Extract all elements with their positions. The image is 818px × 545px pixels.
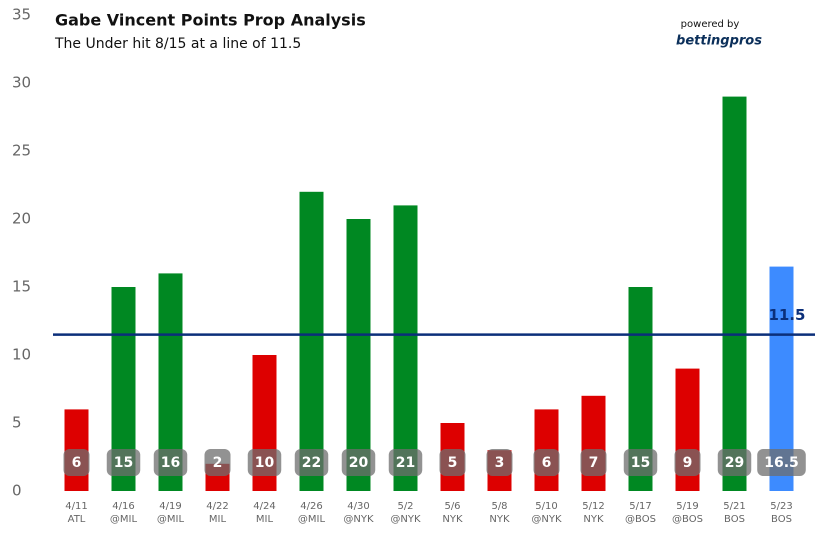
value-label: 6 bbox=[72, 455, 82, 471]
bar bbox=[393, 205, 418, 491]
bar bbox=[722, 96, 747, 491]
bar bbox=[581, 395, 606, 491]
y-tick-label: 10 bbox=[12, 346, 31, 364]
value-label-box bbox=[341, 449, 376, 476]
value-label: 5 bbox=[448, 455, 458, 471]
value-label-box bbox=[580, 449, 607, 476]
y-tick-label: 25 bbox=[12, 142, 31, 160]
x-tick-label: 5/10 bbox=[535, 501, 557, 512]
value-label-box bbox=[486, 449, 513, 476]
x-tick-sublabel: @BOS bbox=[672, 514, 703, 525]
y-tick-label: 35 bbox=[12, 6, 31, 24]
value-label: 3 bbox=[495, 455, 505, 471]
value-label: 2 bbox=[213, 455, 223, 471]
prop-line-label: 11.5 bbox=[768, 306, 805, 324]
x-tick-label: 4/22 bbox=[206, 501, 228, 512]
value-label: 16 bbox=[161, 455, 180, 471]
value-label: 16.5 bbox=[764, 455, 799, 471]
value-label-box bbox=[294, 449, 329, 476]
x-tick-sublabel: @NYK bbox=[390, 514, 421, 525]
x-tick-label: 5/12 bbox=[582, 501, 604, 512]
value-label-box bbox=[247, 449, 282, 476]
x-tick-sublabel: @BOS bbox=[625, 514, 656, 525]
x-tick-label: 5/19 bbox=[676, 501, 698, 512]
value-label-box bbox=[106, 449, 141, 476]
value-label-box bbox=[63, 449, 90, 476]
x-tick-sublabel: @NYK bbox=[531, 514, 562, 525]
x-tick-sublabel: NYK bbox=[489, 514, 510, 525]
bar bbox=[299, 191, 324, 492]
x-tick-label: 5/6 bbox=[444, 501, 460, 512]
value-label: 6 bbox=[542, 455, 552, 471]
value-label: 22 bbox=[302, 455, 321, 471]
value-label: 21 bbox=[396, 455, 415, 471]
brand-logo: bettingpros bbox=[676, 34, 762, 49]
value-label: 20 bbox=[349, 455, 369, 471]
bar bbox=[346, 219, 371, 491]
x-tick-label: 4/11 bbox=[65, 501, 87, 512]
chart-subtitle: The Under hit 8/15 at a line of 11.5 bbox=[54, 36, 301, 52]
y-tick-label: 20 bbox=[12, 210, 31, 228]
x-tick-label: 4/30 bbox=[347, 501, 369, 512]
x-tick-sublabel: NYK bbox=[442, 514, 463, 525]
x-tick-label: 5/21 bbox=[723, 501, 745, 512]
x-tick-label: 5/2 bbox=[397, 501, 413, 512]
value-label: 7 bbox=[589, 455, 599, 471]
value-label-box bbox=[533, 449, 560, 476]
x-tick-label: 4/26 bbox=[300, 501, 322, 512]
y-tick-label: 5 bbox=[12, 414, 22, 432]
x-tick-sublabel: @MIL bbox=[110, 514, 138, 525]
x-tick-label: 5/23 bbox=[770, 501, 792, 512]
x-tick-sublabel: NYK bbox=[583, 514, 604, 525]
value-label: 10 bbox=[255, 455, 275, 471]
x-tick-sublabel: @MIL bbox=[157, 514, 185, 525]
powered-by: powered by bbox=[681, 19, 740, 30]
value-label-box bbox=[717, 449, 752, 476]
value-label-box bbox=[388, 449, 423, 476]
value-label-box bbox=[204, 449, 231, 476]
x-tick-sublabel: BOS bbox=[771, 514, 792, 525]
x-tick-sublabel: MIL bbox=[256, 514, 274, 525]
value-label-box bbox=[674, 449, 701, 476]
chart-title: Gabe Vincent Points Prop Analysis bbox=[55, 11, 366, 30]
y-tick-label: 15 bbox=[12, 278, 31, 296]
value-label-box bbox=[757, 449, 806, 476]
value-label-box bbox=[623, 449, 658, 476]
x-tick-label: 4/19 bbox=[159, 501, 181, 512]
value-label: 9 bbox=[683, 455, 693, 471]
x-tick-label: 5/8 bbox=[491, 501, 507, 512]
value-label: 29 bbox=[725, 455, 744, 471]
x-tick-label: 4/24 bbox=[253, 501, 275, 512]
x-tick-label: 4/16 bbox=[112, 501, 134, 512]
value-label-box bbox=[439, 449, 466, 476]
y-tick-label: 0 bbox=[12, 482, 22, 500]
x-tick-sublabel: BOS bbox=[724, 514, 745, 525]
x-tick-sublabel: @NYK bbox=[343, 514, 374, 525]
y-tick-label: 30 bbox=[12, 74, 31, 92]
value-label: 15 bbox=[114, 455, 133, 471]
x-tick-sublabel: MIL bbox=[209, 514, 227, 525]
x-tick-sublabel: ATL bbox=[68, 514, 86, 525]
value-label-box bbox=[153, 449, 188, 476]
x-tick-sublabel: @MIL bbox=[298, 514, 326, 525]
x-tick-label: 5/17 bbox=[629, 501, 651, 512]
value-label: 15 bbox=[631, 455, 650, 471]
